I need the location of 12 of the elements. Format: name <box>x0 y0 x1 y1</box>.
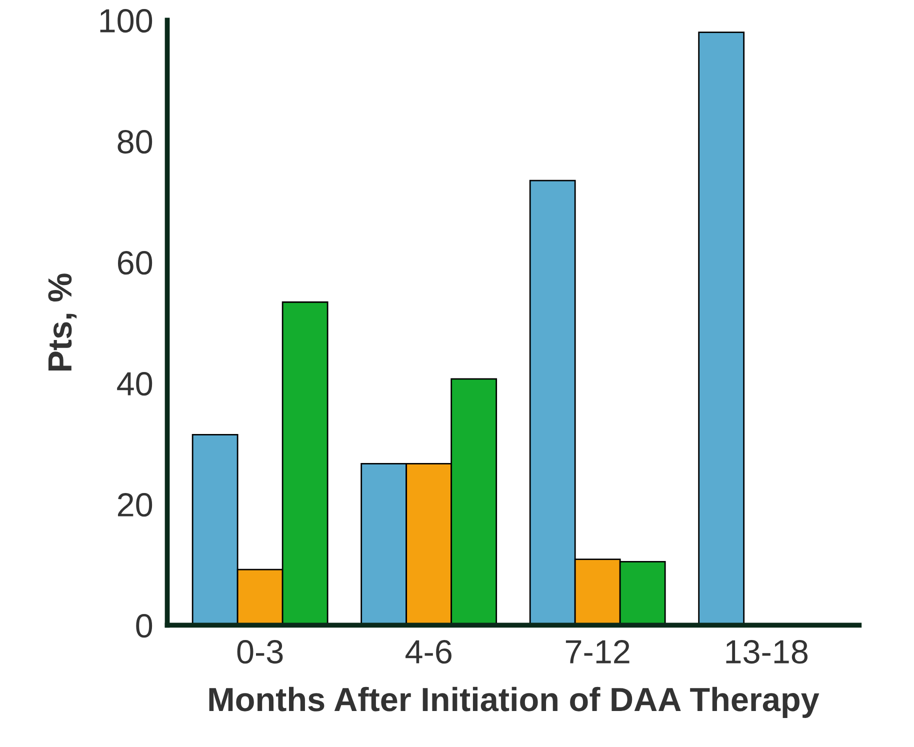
x-axis-title: Months After Initiation of DAA Therapy <box>209 686 820 718</box>
x-tick-label: 7-12 <box>566 640 630 664</box>
x-tick-label: 13-18 <box>726 640 808 664</box>
y-tick-label: 20 <box>118 493 152 517</box>
y-tick-label: 80 <box>118 130 152 154</box>
y-tick-label: 40 <box>117 372 152 396</box>
y-axis-title: Pts, % <box>48 274 77 370</box>
y-tick-label: 0 <box>136 614 152 638</box>
x-tick-label: 0-3 <box>237 640 283 664</box>
y-tick-label: 60 <box>118 251 152 275</box>
y-tick-label: 100 <box>100 8 152 33</box>
x-tick-label: 4-6 <box>406 640 452 664</box>
